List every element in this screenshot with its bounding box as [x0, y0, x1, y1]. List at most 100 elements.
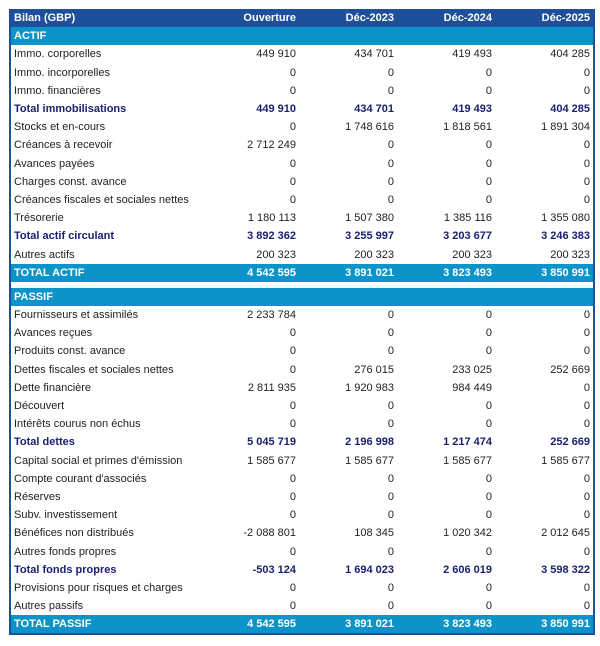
value-cell: 1 507 380 — [345, 212, 394, 225]
value-cell: 2 012 645 — [541, 527, 590, 540]
value-cell: 0 — [289, 327, 296, 340]
value-cell: 3 255 997 — [345, 230, 394, 243]
table-row: Compte courant d'associés 0 0 0 0 — [11, 470, 593, 488]
table-body: ACTIF Immo. corporelles 449 910 434 701 419 … — [11, 27, 593, 634]
table-row: Créances à recevoir 2 712 249 0 0 0 — [11, 136, 593, 154]
value-cell: 0 — [583, 309, 590, 322]
row-label: Immo. financières — [14, 84, 101, 97]
value-cell: 0 — [583, 600, 590, 613]
row-label: Créances fiscales et sociales nettes — [14, 193, 189, 206]
value-cell: 0 — [387, 139, 394, 152]
table-row: Avances payées 0 0 0 0 — [11, 155, 593, 173]
value-cell: 0 — [583, 418, 590, 431]
value-cell: 0 — [583, 490, 590, 503]
grand-total-row: TOTAL PASSIF 4 542 595 3 891 021 3 823 493 3… — [11, 615, 593, 634]
value-cell: 0 — [583, 381, 590, 394]
value-cell: 200 323 — [256, 248, 296, 261]
table-row: Subv. investissement 0 0 0 0 — [11, 506, 593, 524]
value-cell: 2 712 249 — [247, 139, 296, 152]
row-label: Charges const. avance — [14, 175, 127, 188]
row-label: Autres actifs — [14, 248, 75, 261]
value-cell: 0 — [485, 193, 492, 206]
value-cell: 0 — [387, 157, 394, 170]
value-cell: 0 — [387, 193, 394, 206]
value-cell: 0 — [289, 418, 296, 431]
row-label: TOTAL ACTIF — [11, 263, 201, 282]
value-cell: 0 — [485, 345, 492, 358]
section-label: PASSIF — [11, 287, 593, 306]
value-cell: 0 — [289, 175, 296, 188]
row-label: Immo. incorporelles — [14, 66, 110, 79]
spacer-cell — [11, 281, 593, 288]
row-label: Découvert — [14, 400, 65, 413]
grand-total-row: TOTAL ACTIF 4 542 595 3 891 021 3 823 493 3 … — [11, 263, 593, 282]
value-cell: 0 — [387, 490, 394, 503]
value-cell: 276 015 — [354, 363, 394, 376]
row-label: Total immobilisations — [14, 103, 127, 116]
value-cell: 0 — [583, 545, 590, 558]
value-cell: 419 493 — [452, 48, 492, 61]
row-label: Dette financière — [14, 381, 92, 394]
value-cell: 200 323 — [452, 248, 492, 261]
value-cell: 0 — [583, 472, 590, 485]
value-cell: 0 — [485, 418, 492, 431]
row-label: Réserves — [14, 490, 61, 503]
value-cell: 1 818 561 — [443, 121, 492, 134]
value-cell: 0 — [289, 581, 296, 594]
balance-sheet-table-container: Bilan (GBP) Ouverture Déc-2023 Déc-2024 … — [9, 9, 595, 636]
row-label: Provisions pour risques et charges — [14, 581, 183, 594]
value-cell: 0 — [387, 509, 394, 522]
value-cell: 4 542 595 — [201, 615, 299, 634]
value-cell: 2 233 784 — [247, 309, 296, 322]
value-cell: 2 811 935 — [247, 381, 296, 394]
value-cell: -503 124 — [252, 563, 296, 576]
value-cell: 984 449 — [452, 381, 492, 394]
value-cell: 3 892 362 — [247, 230, 296, 243]
row-label: Subv. investissement — [14, 509, 118, 522]
value-cell: 3 823 493 — [397, 263, 495, 282]
table-row: Autres actifs 200 323 200 323 200 323 200 32… — [11, 245, 593, 263]
row-label: Stocks et en-cours — [14, 121, 106, 134]
row-label: Compte courant d'associés — [14, 472, 147, 485]
subtotal-row: Total dettes 5 045 719 2 196 998 1 217 474 2… — [11, 433, 593, 451]
table-row: Capital social et primes d'émission 1 585… — [11, 452, 593, 470]
value-cell: 3 598 322 — [541, 563, 590, 576]
row-label: Avances payées — [14, 157, 95, 170]
value-cell: 0 — [387, 600, 394, 613]
value-cell: 0 — [485, 175, 492, 188]
value-cell: 1 385 116 — [443, 212, 492, 225]
row-label: Produits const. avance — [14, 345, 126, 358]
row-label: Total actif circulant — [14, 230, 115, 243]
table-title: Bilan (GBP) — [11, 9, 201, 28]
value-cell: 0 — [583, 66, 590, 79]
value-cell: 0 — [289, 66, 296, 79]
section-header-row: ACTIF — [11, 27, 593, 46]
value-cell: 0 — [583, 175, 590, 188]
value-cell: 0 — [485, 309, 492, 322]
row-label: Dettes fiscales et sociales nettes — [14, 363, 174, 376]
column-header-dec-2025: Déc-2025 — [495, 9, 593, 28]
value-cell: 404 285 — [550, 48, 590, 61]
value-cell: 0 — [289, 400, 296, 413]
table-row: Réserves 0 0 0 0 — [11, 488, 593, 506]
table-row: Bénéfices non distribués -2 088 801 108 34… — [11, 524, 593, 542]
row-label: Capital social et primes d'émission — [14, 454, 183, 467]
value-cell: 0 — [289, 84, 296, 97]
value-cell: 404 285 — [550, 103, 590, 116]
value-cell: 1 920 983 — [345, 381, 394, 394]
value-cell: 1 585 677 — [443, 454, 492, 467]
value-cell: 1 217 474 — [443, 436, 492, 449]
value-cell: 434 701 — [354, 48, 394, 61]
value-cell: 0 — [387, 309, 394, 322]
table-row: Trésorerie 1 180 113 1 507 380 1 385 116 1 3… — [11, 209, 593, 227]
value-cell: 1 585 677 — [541, 454, 590, 467]
value-cell: 2 196 998 — [345, 436, 394, 449]
value-cell: 3 203 677 — [443, 230, 492, 243]
value-cell: 1 585 677 — [247, 454, 296, 467]
value-cell: 1 694 023 — [345, 563, 394, 576]
value-cell: 0 — [583, 581, 590, 594]
value-cell: 5 045 719 — [247, 436, 296, 449]
value-cell: 0 — [583, 345, 590, 358]
section-label: ACTIF — [11, 27, 593, 46]
value-cell: 0 — [387, 345, 394, 358]
